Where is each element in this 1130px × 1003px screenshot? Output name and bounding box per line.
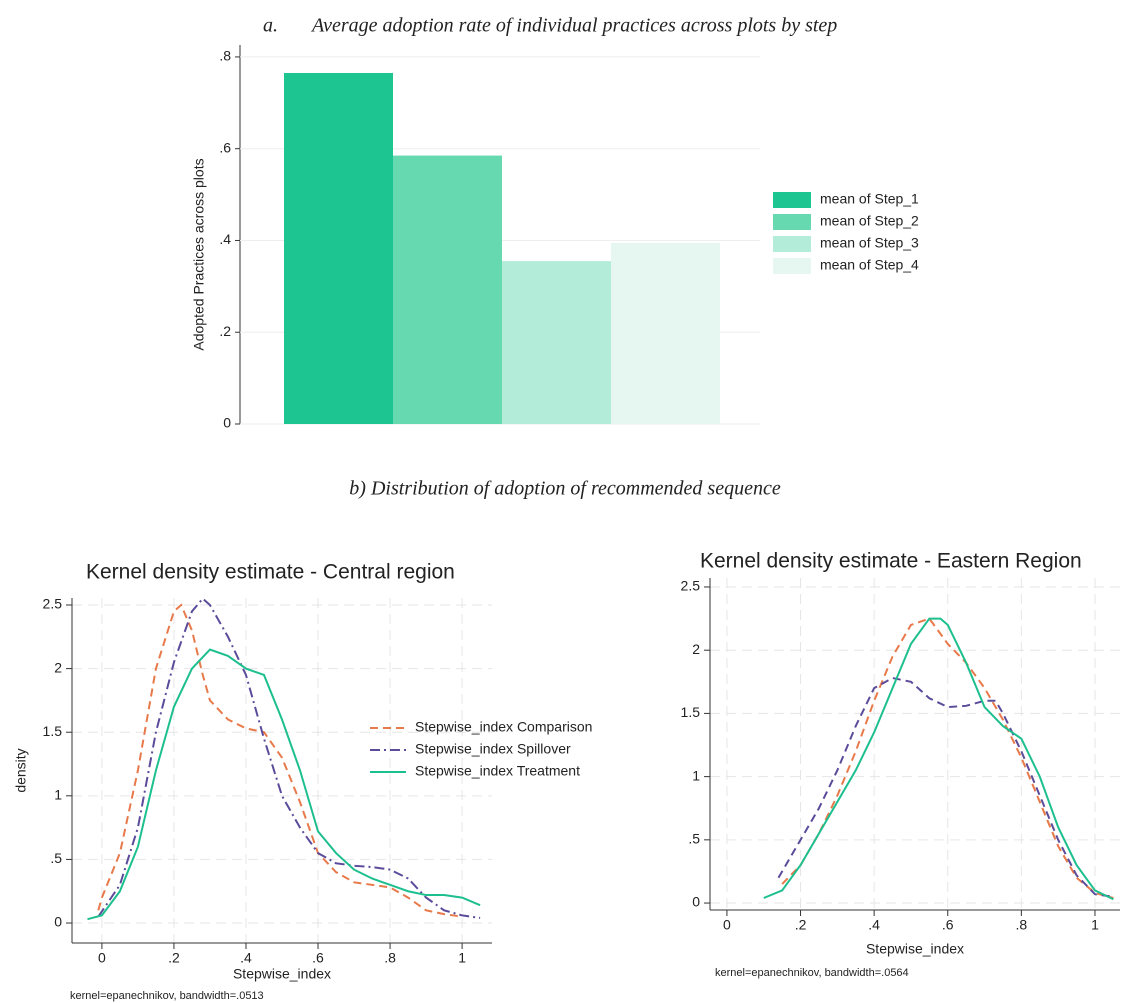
legend-label: Stepwise_index Comparison [415,719,592,735]
legend-label: mean of Step_4 [820,257,919,273]
x-tick-label: .4 [240,950,252,966]
y-axis-label: density [13,748,29,792]
x-tick-label: .8 [1016,917,1028,933]
density-line [87,648,481,921]
legend-swatch [773,236,811,252]
legend-swatch [773,258,811,274]
x-tick-label: .6 [942,917,954,933]
x-tick-label: .8 [384,950,396,966]
density-line [777,676,1114,898]
density-line [97,603,463,918]
density-line [763,617,1114,901]
x-tick-label: 0 [723,917,731,933]
legend-label: mean of Step_3 [820,235,919,251]
panel-label: a. [263,15,278,37]
x-tick-label: .2 [795,917,807,933]
x-tick-label: .6 [312,950,324,966]
note: kernel=epanechnikov, bandwidth=.0564 [715,967,909,979]
note: kernel=epanechnikov, bandwidth=.0513 [70,990,264,1002]
density-line [781,617,1114,899]
legend-swatch [773,214,811,230]
y-tick-label: 1 [54,787,62,803]
density-line [97,597,481,919]
bar [611,242,720,424]
legend-swatch [773,192,811,208]
legend-label: mean of Step_1 [820,191,919,207]
x-tick-label: .4 [868,917,880,933]
legend-label: mean of Step_2 [820,213,919,229]
y-tick-label: 0 [54,914,62,930]
chart-title: Average adoption rate of individual prac… [310,15,837,37]
y-tick-label: .5 [50,850,62,866]
y-axis-label: Adopted Practices across plots [191,158,207,350]
y-tick-label: 0 [223,415,231,431]
bar [502,261,611,424]
x-axis-label: Stepwise_index [866,941,964,957]
x-tick-label: 0 [98,950,106,966]
y-tick-label: 1.5 [43,723,63,739]
bar [393,155,502,425]
y-tick-label: 2.5 [43,596,63,612]
chart-title: Kernel density estimate - Eastern Region [700,550,1082,573]
y-tick-label: 1.5 [681,704,701,720]
y-tick-label: 2 [692,641,700,657]
y-tick-label: .8 [219,48,231,64]
y-tick-label: .5 [688,831,700,847]
y-tick-label: .2 [219,323,231,339]
x-tick-label: .2 [168,950,180,966]
legend-label: Stepwise_index Spillover [415,741,571,757]
chart-title: Kernel density estimate - Central region [86,561,455,584]
x-axis-label: Stepwise_index [233,966,331,982]
y-tick-label: 0 [692,894,700,910]
section-title: b) Distribution of adoption of recommend… [349,478,781,500]
y-tick-label: .6 [219,139,231,155]
legend-label: Stepwise_index Treatment [415,763,580,779]
x-tick-label: 1 [1091,917,1099,933]
y-tick-label: 2 [54,659,62,675]
x-tick-label: 1 [458,950,466,966]
y-tick-label: 2.5 [681,578,701,594]
y-tick-label: 1 [692,767,700,783]
y-tick-label: .4 [219,231,231,247]
bar [284,72,393,424]
